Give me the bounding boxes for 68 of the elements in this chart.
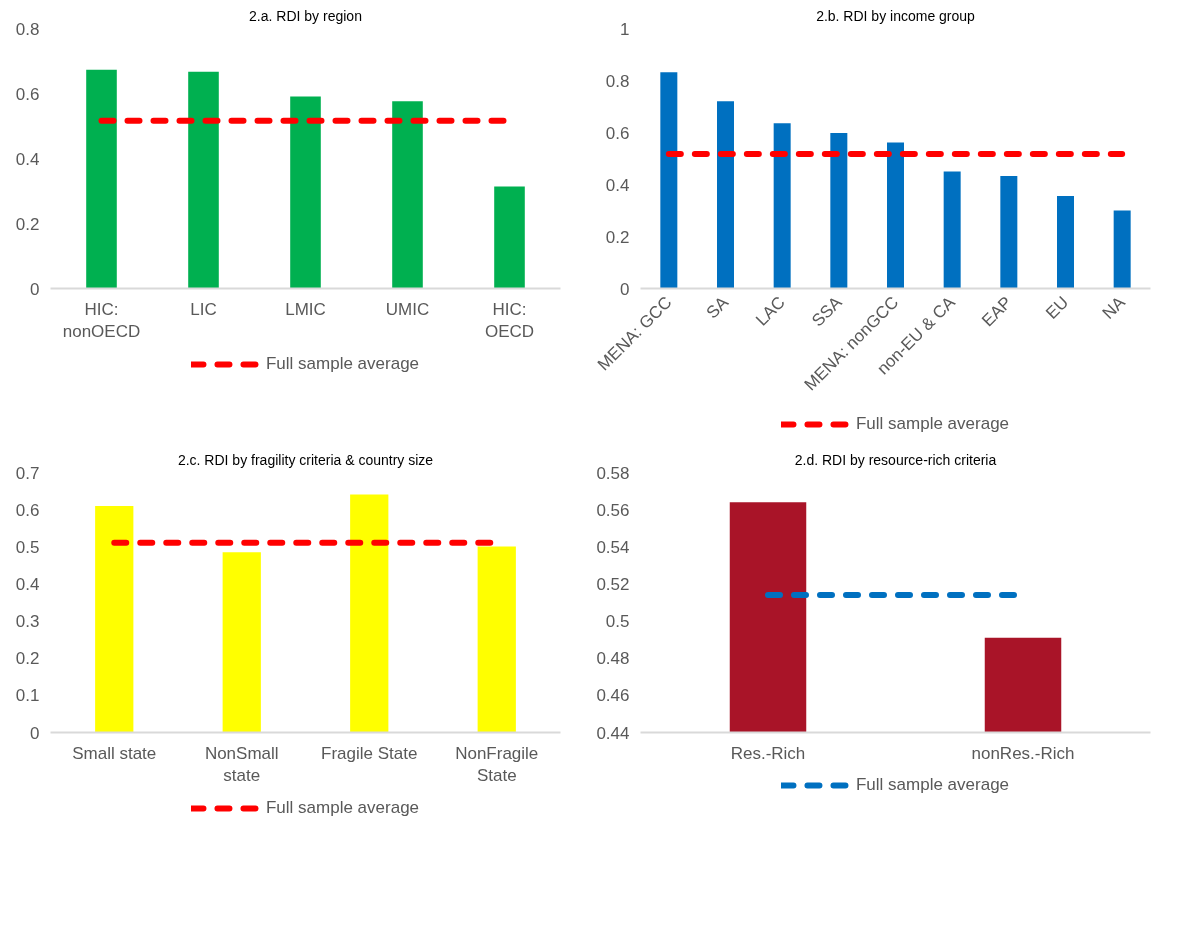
y-tick-label: 0.6: [15, 500, 40, 520]
bar: [477, 546, 516, 733]
x-tick-label: LIC: [190, 299, 217, 319]
bar: [86, 69, 117, 289]
x-tick-label: SSA: [808, 292, 847, 331]
bar: [95, 505, 134, 733]
x-tick-label: UMIC: [385, 299, 430, 319]
y-tick-label: 0.46: [596, 686, 630, 706]
y-tick-label: 0.54: [596, 537, 630, 557]
bar: [1000, 175, 1018, 289]
y-tick-label: 0: [30, 723, 40, 743]
y-tick-label: 0.3: [15, 612, 40, 632]
x-tick-label: NonFragile State: [455, 743, 539, 786]
x-tick-label: nonRes.-Rich: [971, 743, 1075, 763]
y-tick-label: 0.5: [15, 537, 40, 557]
y-tick-label: 0.56: [596, 500, 630, 520]
y-tick-label: 0.4: [15, 149, 40, 169]
y-tick-label: 0.8: [15, 19, 40, 39]
bar: [350, 494, 389, 733]
x-tick-label: HIC: nonOECD: [62, 299, 141, 342]
legend-label: Full sample average: [855, 775, 1010, 795]
y-tick-label: 0: [30, 279, 40, 299]
chart-title: 2.b. RDI by income group: [816, 7, 976, 24]
legend-label: Full sample average: [265, 354, 420, 374]
bar: [943, 171, 961, 289]
bar: [392, 101, 423, 289]
bar: [717, 101, 734, 289]
y-tick-label: 0.5: [605, 612, 630, 632]
x-tick-label: NA: [1098, 292, 1130, 323]
x-tick-label: LMIC: [285, 299, 326, 319]
bar: [222, 552, 261, 733]
y-tick-label: 0.4: [15, 574, 40, 594]
bar: [830, 133, 848, 289]
chart-title: 2.d. RDI by resource-rich criteria: [794, 451, 997, 468]
y-tick-label: 0.2: [605, 227, 630, 247]
y-tick-label: 0.4: [605, 175, 630, 195]
x-tick-label: HIC: OECD: [484, 299, 535, 342]
bar: [494, 186, 525, 289]
x-tick-label: Res.-Rich: [730, 743, 806, 763]
y-tick-label: 0.44: [596, 723, 630, 743]
y-tick-label: 0: [620, 279, 630, 299]
y-tick-label: 0.1: [15, 686, 40, 706]
legend-label: Full sample average: [265, 798, 420, 818]
legend-label: Full sample average: [855, 414, 1010, 434]
y-tick-label: 0.7: [15, 463, 40, 483]
x-tick-label: SA: [702, 292, 733, 323]
y-tick-label: 0.8: [605, 71, 630, 91]
chart-title: 2.a. RDI by region: [249, 7, 362, 24]
chart-title: 2.c. RDI by fragility criteria & country size: [177, 451, 434, 468]
y-tick-label: 0.2: [15, 214, 40, 234]
bar: [290, 96, 321, 289]
bar: [1057, 195, 1074, 289]
y-tick-label: 0.58: [596, 463, 630, 483]
bar: [1113, 210, 1131, 289]
y-tick-label: 0.2: [15, 649, 40, 669]
bar: [188, 71, 219, 289]
bar: [660, 72, 678, 289]
x-tick-label: Fragile State: [321, 743, 418, 763]
x-tick-label: EU: [1042, 292, 1073, 323]
y-tick-label: 0.52: [596, 574, 630, 594]
x-tick-label: NonSmall state: [204, 743, 279, 786]
y-tick-label: 0.48: [596, 649, 630, 669]
y-tick-label: 1: [620, 19, 630, 39]
y-tick-label: 0.6: [15, 84, 40, 104]
bar: [887, 142, 904, 289]
y-tick-label: 0.6: [605, 123, 630, 143]
bar: [773, 123, 791, 289]
x-tick-label: Small state: [72, 743, 157, 763]
